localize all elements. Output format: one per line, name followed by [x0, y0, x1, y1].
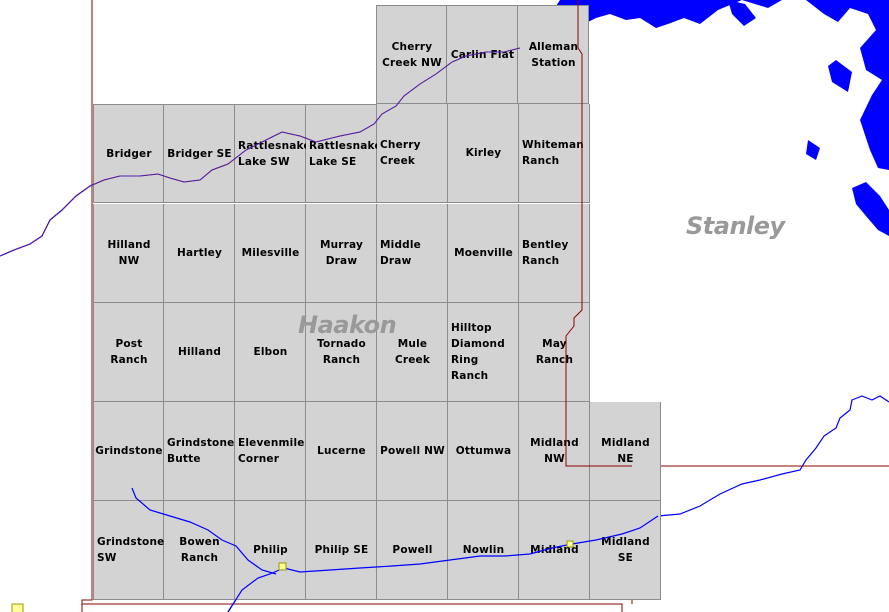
quad-label: Midland NW [530, 437, 579, 465]
quad-label: Midland NE [601, 437, 650, 465]
quad-tile[interactable]: Philip [235, 501, 306, 600]
quad-label: Cherry Creek [380, 139, 421, 167]
quad-tile[interactable]: Bentley Ranch [519, 204, 590, 303]
quad-label: Elbon [253, 346, 288, 358]
quad-label: Moenville [454, 247, 513, 259]
quad-tile[interactable]: Grindstone SW [93, 501, 164, 600]
quad-label: Grindstone [95, 445, 163, 457]
quad-tile[interactable]: Elbon [235, 303, 306, 402]
quad-tile[interactable]: Rattlesnake Lake SW [235, 104, 311, 203]
quad-tile[interactable]: Powell NW [377, 402, 448, 501]
quad-tile[interactable]: Hartley [164, 204, 235, 303]
quad-tile[interactable]: Rattlesnake Lake SE [306, 104, 382, 203]
haakon-south-border [82, 603, 623, 612]
quad-label: Kirley [465, 147, 502, 159]
quad-tile[interactable]: Alleman Station [518, 5, 589, 104]
quad-tile[interactable]: Cherry Creek [377, 104, 448, 203]
quad-label: Hilltop Diamond Ring Ranch [451, 322, 505, 382]
quad-tile[interactable]: Ottumwa [448, 402, 519, 501]
quad-tile[interactable]: Post Ranch [93, 303, 164, 402]
quad-label: Mule Creek [394, 338, 431, 366]
quad-label: Carlin Flat [450, 48, 515, 61]
quad-label: Philip SE [314, 544, 369, 556]
quad-label: Rattlesnake Lake SW [238, 139, 311, 168]
quad-label: Ottumwa [455, 445, 512, 457]
quad-tile[interactable]: Tornado Ranch [306, 303, 377, 402]
quad-tile[interactable]: Midland NE [590, 402, 661, 501]
quad-label: Lucerne [317, 445, 366, 457]
haakon-west-border [81, 0, 93, 612]
quad-tile[interactable]: Murray Draw [306, 204, 377, 303]
quad-label: Midland SE [601, 536, 650, 564]
quad-tile[interactable]: Powell [377, 501, 448, 600]
quad-tile[interactable]: Carlin Flat [447, 5, 518, 104]
quad-label: Bowen Ranch [179, 536, 220, 564]
quad-label: Rattlesnake Lake SE [309, 139, 382, 168]
quad-tile[interactable]: Nowlin [448, 501, 519, 600]
quad-tile[interactable]: Mule Creek [377, 303, 448, 402]
quad-tile[interactable]: Whiteman Ranch [519, 104, 590, 203]
quad-tile[interactable]: Bridger [93, 104, 164, 203]
quad-label: Bridger [106, 147, 152, 160]
quad-label: Philip [253, 544, 288, 556]
quad-tile[interactable]: Lucerne [306, 402, 377, 501]
quad-tile[interactable]: Milesville [235, 204, 306, 303]
quad-label: Milesville [241, 247, 300, 259]
quad-label: Hartley [176, 247, 223, 259]
quad-label: Bridger SE [167, 147, 232, 160]
quad-label: Middle Draw [380, 239, 422, 267]
quad-label: Alleman Station [528, 40, 579, 69]
quad-label: Hilland [177, 346, 222, 358]
quad-label: Bentley Ranch [522, 239, 569, 267]
quad-label: Midland [530, 544, 579, 556]
quad-tile[interactable]: Grindstone [93, 402, 164, 501]
quad-label: Tornado Ranch [317, 338, 366, 366]
quad-label: Grindstone Butte [167, 437, 235, 465]
quad-tile[interactable]: Moenville [448, 204, 519, 303]
quad-label: Powell [392, 544, 433, 556]
quad-label: May Ranch [535, 338, 574, 366]
quad-label: Powell NW [380, 445, 445, 457]
quad-label: Murray Draw [319, 239, 364, 267]
quad-tile[interactable]: Middle Draw [377, 204, 448, 303]
quad-label: Cherry Creek NW [382, 40, 442, 69]
quad-label: Post Ranch [110, 338, 148, 366]
quad-tile[interactable]: May Ranch [519, 303, 590, 402]
quad-tile[interactable]: Midland NW [519, 402, 590, 501]
quad-tile[interactable]: Bridger SE [164, 104, 235, 203]
quad-tile[interactable]: Kirley [448, 104, 519, 203]
quad-tile[interactable]: Hilltop Diamond Ring Ranch [448, 303, 519, 402]
stanley-county-label: Stanley [686, 212, 785, 240]
quad-tile[interactable]: Hilland [164, 303, 235, 402]
quad-tile[interactable]: Midland SE [590, 501, 661, 600]
quad-tile[interactable]: Elevenmile Corner [235, 402, 306, 501]
quad-label: Grindstone SW [97, 536, 165, 564]
quad-label: Whiteman Ranch [522, 139, 584, 167]
legend-square [11, 603, 24, 612]
quad-tile[interactable]: Cherry Creek NW [376, 5, 447, 104]
quad-label: Nowlin [462, 544, 505, 556]
haakon-county-label: Haakon [298, 311, 397, 339]
quad-tile[interactable]: Grindstone Butte [164, 402, 235, 501]
quad-label: Hilland NW [107, 239, 151, 267]
quad-tile[interactable]: Midland [519, 501, 590, 600]
quad-tile[interactable]: Philip SE [306, 501, 377, 600]
quad-tile[interactable]: Bowen Ranch [164, 501, 235, 600]
quad-label: Elevenmile Corner [238, 437, 305, 465]
quad-tile[interactable]: Hilland NW [93, 204, 164, 303]
